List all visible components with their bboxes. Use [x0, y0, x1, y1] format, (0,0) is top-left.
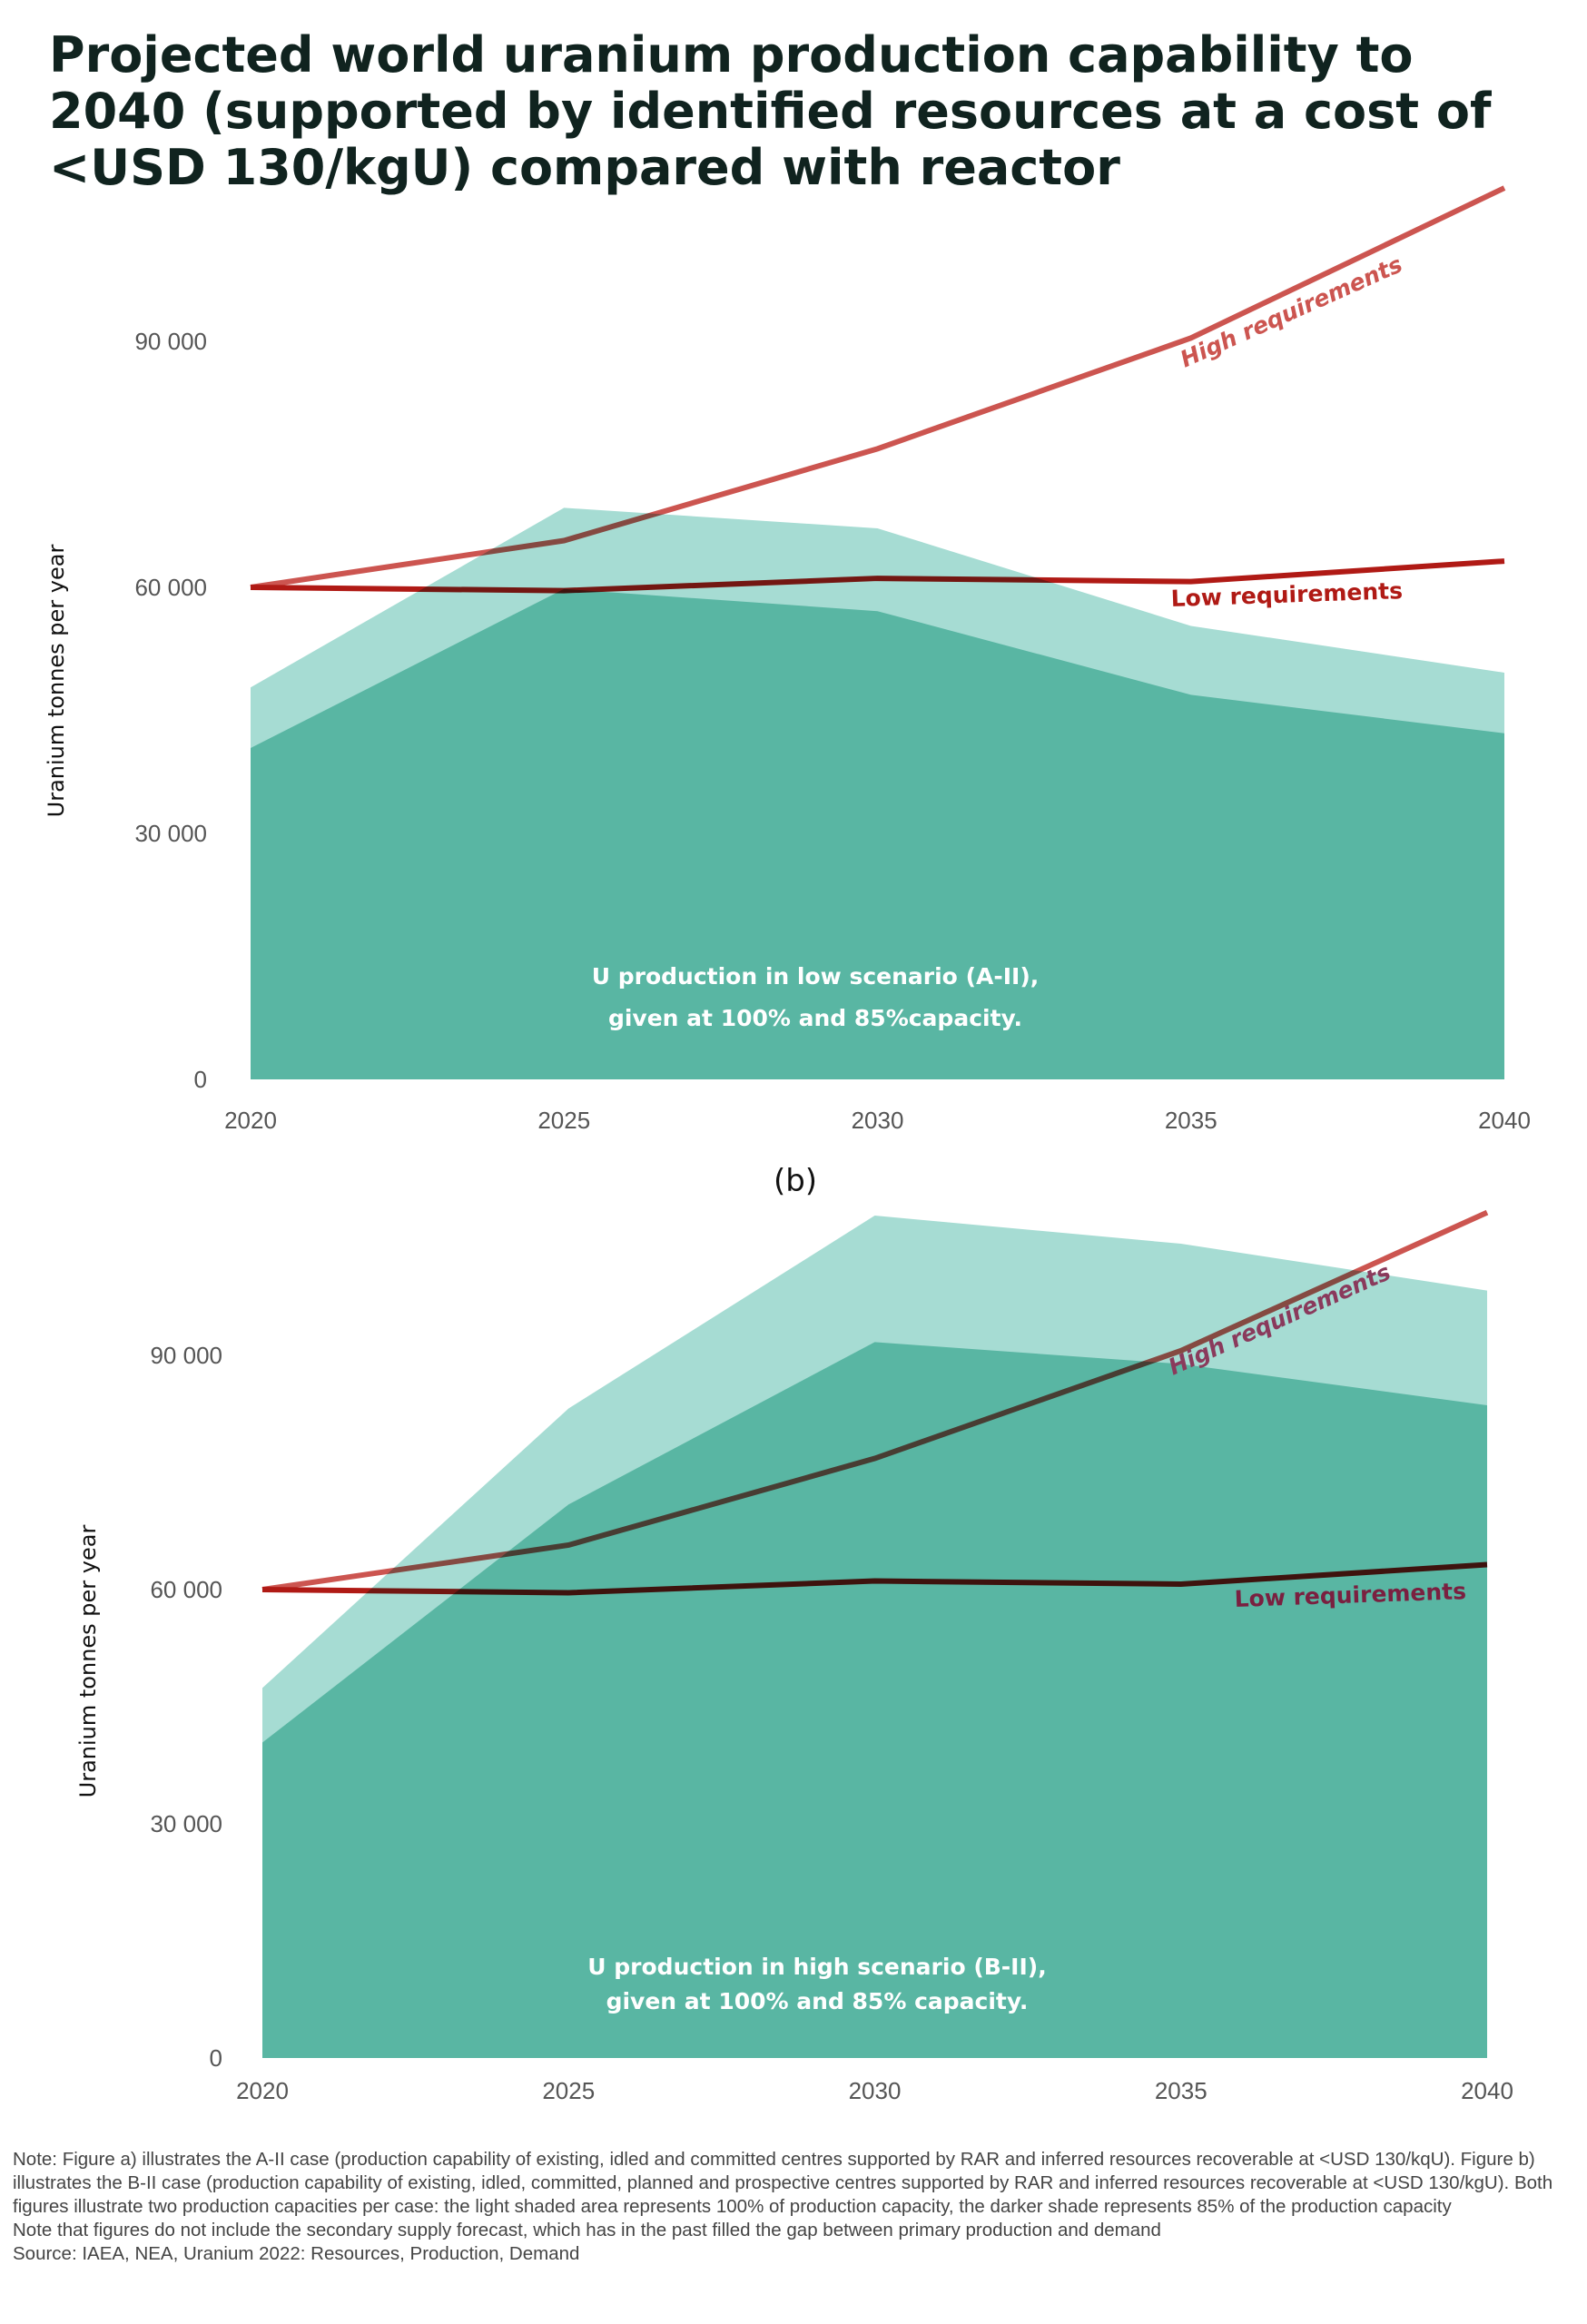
chart-a-high-requirements-label: High requirements — [1177, 251, 1406, 372]
chart-a-y-tick-label: 0 — [194, 1066, 207, 1093]
chart-a-y-axis-label: Uranium tonnes per year — [44, 545, 69, 818]
chart-a-y-tick-label: 90 000 — [134, 328, 207, 355]
chart-b-x-tick-label: 2030 — [849, 2077, 902, 2104]
chart-b-area-85pct-capacity — [262, 1342, 1487, 2058]
chart-b-annotation-line-2: given at 100% and 85% capacity. — [606, 1988, 1029, 2014]
chart-a-x-tick-label: 2030 — [852, 1107, 904, 1134]
source-note: Source: IAEA, NEA, Uranium 2022: Resourc… — [13, 2243, 580, 2264]
chart-a-x-tick-label: 2025 — [537, 1107, 590, 1134]
chart-b-y-tick-label: 30 000 — [150, 1810, 222, 1837]
chart-b-annotation-line-1: U production in high scenario (B-II), — [587, 1954, 1046, 1980]
chart-a-high-requirements-line — [250, 185, 1506, 590]
chart-a-area-85pct-capacity — [251, 588, 1504, 1079]
chart-title: Projected world uranium production capab… — [49, 26, 1492, 196]
chart-b-x-tick-label: 2035 — [1155, 2077, 1208, 2104]
chart-a-x-tick-label: 2035 — [1165, 1107, 1217, 1134]
chart-a-x-tick-label: 2040 — [1478, 1107, 1531, 1134]
chart-b-y-tick-label: 0 — [210, 2044, 222, 2072]
chart-b-y-tick-label: 60 000 — [150, 1576, 222, 1603]
footnotes: Note: Figure a) illustrates the A-II cas… — [13, 2148, 1574, 2266]
chart-a-annotation-line-2: given at 100% and 85%capacity. — [608, 1005, 1022, 1031]
chart-b-x-tick-label: 2040 — [1461, 2077, 1513, 2104]
chart-b-y-tick-label: 90 000 — [150, 1342, 222, 1369]
note-figures: Note: Figure a) illustrates the A-II cas… — [13, 2149, 1553, 2217]
chart-b-x-tick-label: 2020 — [236, 2077, 289, 2104]
note-secondary-supply: Note that figures do not include the sec… — [13, 2220, 1161, 2240]
chart-a-annotation-line-1: U production in low scenario (A-II), — [592, 963, 1040, 990]
chart-b-panel-label: (b) — [774, 1163, 817, 1199]
chart-b-y-axis-label: Uranium tonnes per year — [75, 1525, 101, 1798]
chart-b-x-tick-label: 2025 — [542, 2077, 595, 2104]
chart-a-y-tick-label: 30 000 — [134, 820, 207, 847]
chart-a-y-tick-label: 60 000 — [134, 574, 207, 601]
chart-a-x-tick-label: 2020 — [224, 1107, 277, 1134]
